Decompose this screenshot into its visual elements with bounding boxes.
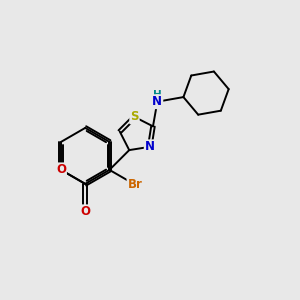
Text: H: H — [153, 90, 162, 100]
Text: O: O — [80, 205, 90, 218]
Text: N: N — [152, 95, 162, 108]
Text: O: O — [56, 164, 66, 176]
Text: S: S — [130, 110, 139, 123]
Text: N: N — [145, 140, 155, 153]
Text: Br: Br — [128, 178, 142, 191]
